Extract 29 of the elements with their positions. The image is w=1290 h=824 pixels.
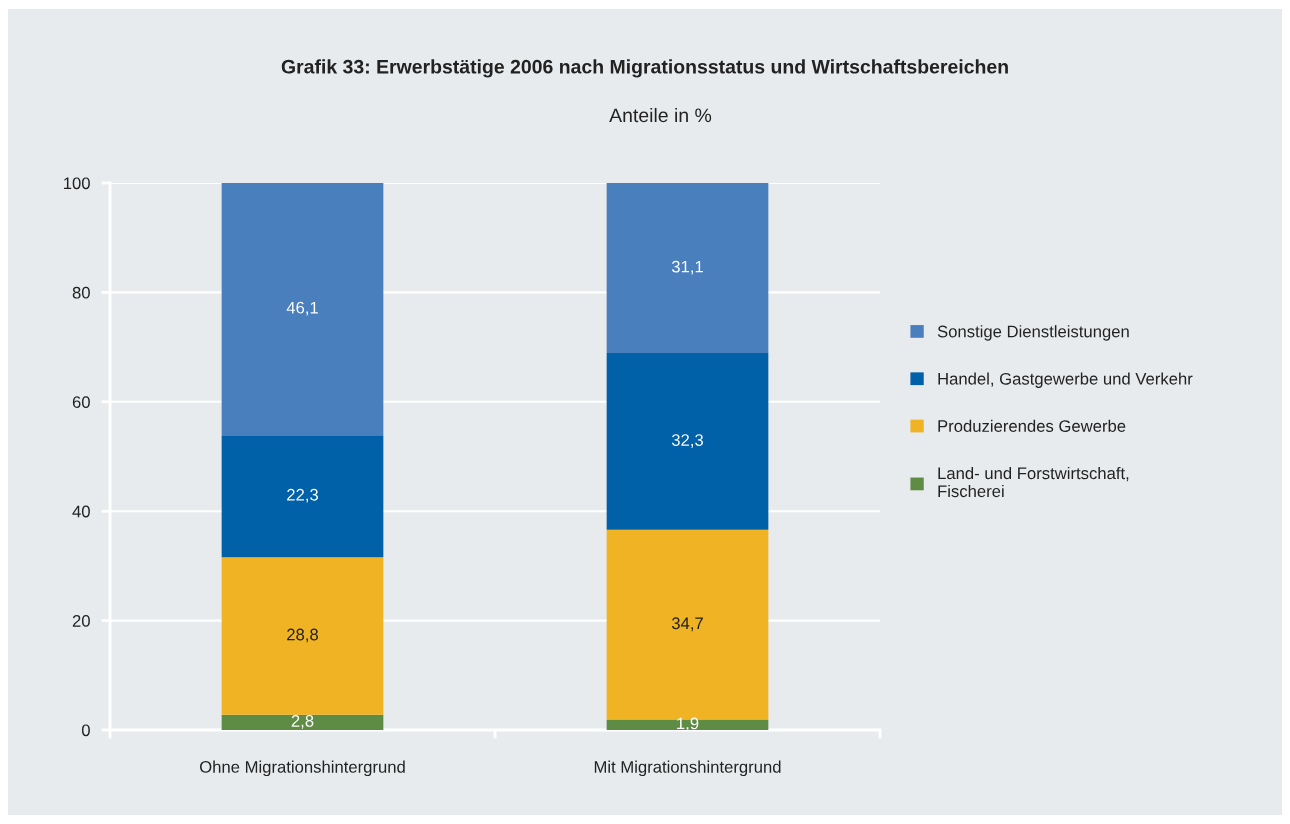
bar — [221, 435, 384, 558]
legend-label: Sonstige Dienstleistungen — [937, 325, 1129, 341]
y-tick-label: 40 — [72, 505, 90, 518]
x-tick-label: Mit Migrationshintergrund — [594, 760, 781, 777]
bar — [606, 719, 769, 730]
legend-label: Handel, Gastgewerbe und Verkehr — [938, 372, 1193, 388]
data-label: 22,3 — [287, 488, 318, 503]
legend-label: Land- und Forstwirtschaft, Fischerei — [938, 466, 1129, 498]
y-tick-label: 0 — [81, 724, 90, 737]
data-label: 28,8 — [287, 628, 318, 643]
x-tick-label: Ohne Migrationshintergrund — [200, 760, 405, 777]
y-tick-label: 100 — [64, 177, 90, 190]
bar — [221, 714, 384, 730]
legend-label: Produzierendes Gewerbe — [938, 419, 1126, 432]
y-tick-label: 20 — [72, 615, 90, 627]
y-tick-label: 80 — [72, 286, 90, 299]
y-tick-label: 60 — [72, 396, 90, 408]
data-label: 31,1 — [671, 260, 703, 275]
bar — [606, 183, 769, 354]
data-label: 46,1 — [286, 301, 318, 316]
data-label: 2,8 — [291, 715, 314, 729]
bar — [221, 183, 384, 436]
data-label: 34,7 — [671, 617, 703, 632]
bar — [606, 353, 769, 530]
chart-title: Grafik 33: Erwerbstätige 2006 nach Migrationsstatus und Wirtschaftsbereichen — [281, 59, 1008, 78]
chart-subtitle: Anteile in % — [609, 107, 712, 123]
data-label: 32,3 — [671, 434, 703, 448]
data-label: 1,9 — [677, 717, 699, 732]
bar — [221, 557, 384, 715]
